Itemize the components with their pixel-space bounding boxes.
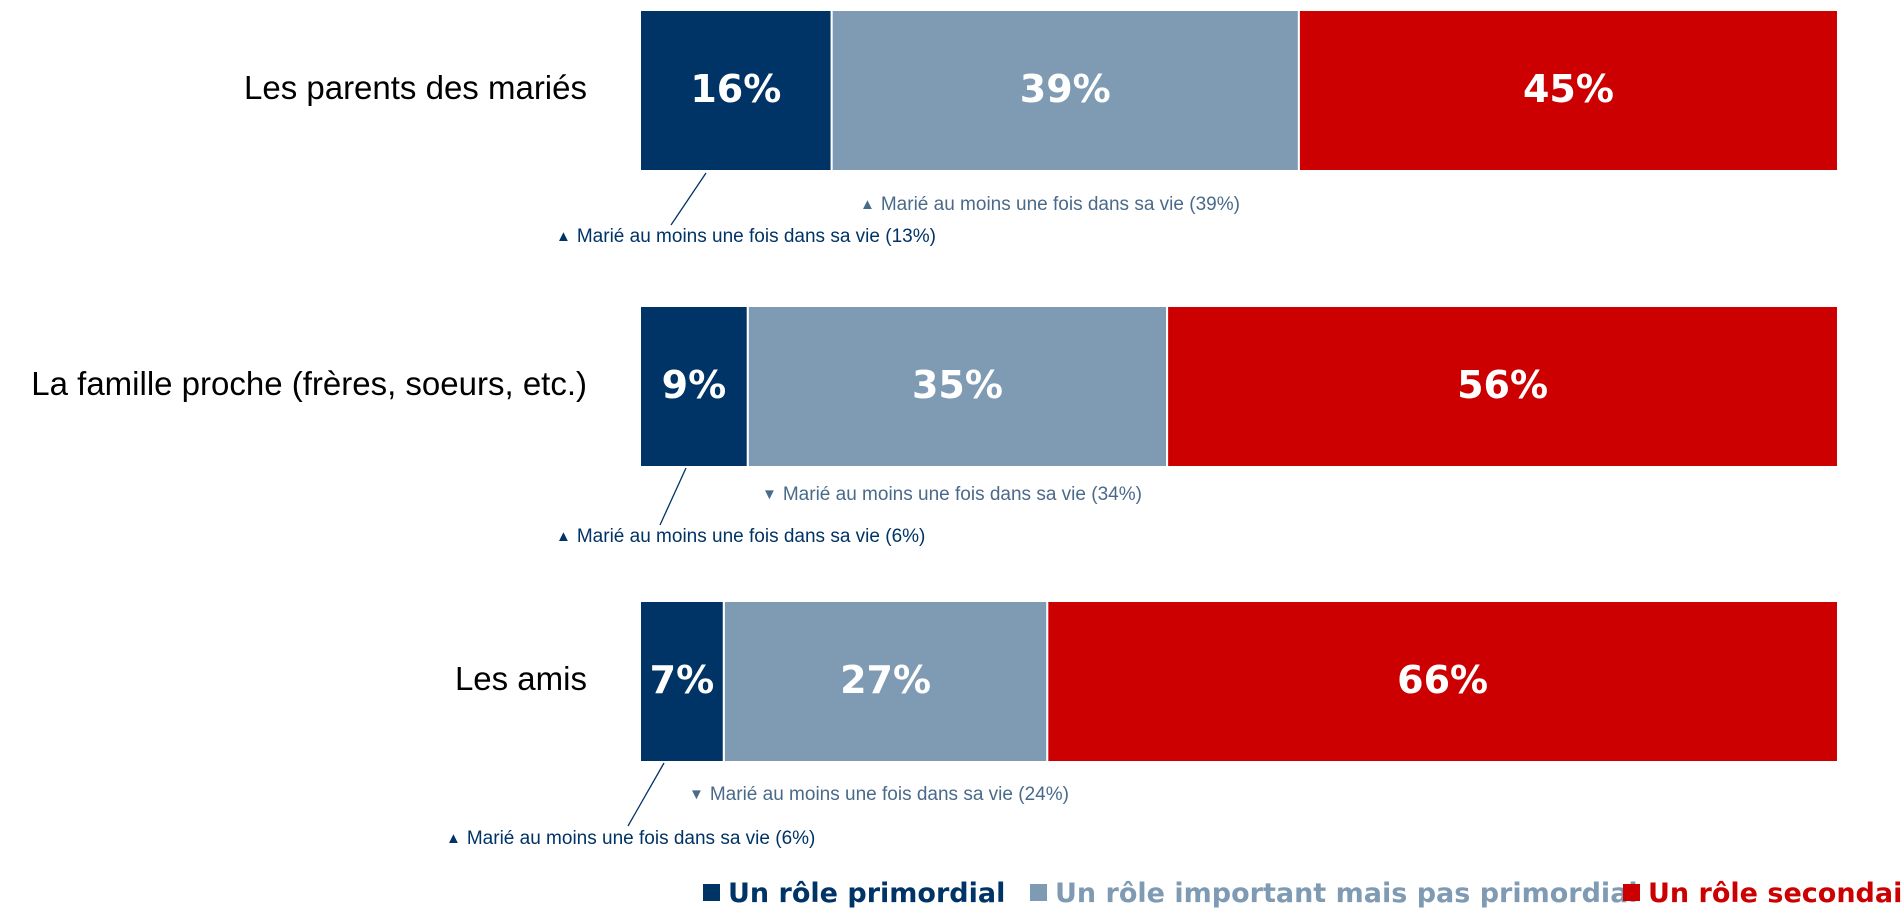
annotation-3: ▲ Marié au moins une fois dans sa vie (6%… — [556, 526, 925, 547]
annotation-text-2: Marié au moins une fois dans sa vie (34%… — [783, 484, 1142, 505]
triangle-down-icon: ▼ — [689, 786, 704, 803]
triangle-up-icon: ▲ — [556, 528, 571, 545]
annotation-1: ▲ Marié au moins une fois dans sa vie (13… — [556, 226, 936, 247]
triangle-up-icon: ▲ — [860, 196, 875, 213]
data-label-un-role-secondaire-0: 45% — [1523, 67, 1614, 111]
legend-label-un-role-primordial: Un rôle primordial — [728, 878, 1005, 909]
data-label-un-role-secondaire-1: 56% — [1457, 363, 1548, 407]
legend-label-un-role-important-mais-pas-primordial: Un rôle important mais pas primordial — [1055, 878, 1638, 909]
triangle-up-icon: ▲ — [446, 830, 461, 847]
data-label-un-role-primordial-1: 9% — [662, 363, 727, 407]
bar-un-role-important-mais-pas-primordial-2 — [722, 600, 1049, 763]
annotation-text-4: Marié au moins une fois dans sa vie (24%… — [710, 784, 1069, 805]
annotation-2: ▼ Marié au moins une fois dans sa vie (34… — [762, 484, 1142, 505]
category-label-2: Les amis — [455, 660, 587, 697]
bar-un-role-primordial-0 — [639, 9, 833, 172]
bar-un-role-secondaire-0 — [1297, 9, 1839, 172]
annotation-5: ▲ Marié au moins une fois dans sa vie (6%… — [446, 828, 815, 849]
legend-marker-un-role-primordial — [703, 884, 720, 901]
data-label-un-role-secondaire-2: 66% — [1397, 658, 1488, 702]
category-label-0: Les parents des mariés — [244, 69, 587, 106]
bar-un-role-important-mais-pas-primordial-0 — [830, 9, 1300, 172]
annotation-text-1: Marié au moins une fois dans sa vie (13%… — [577, 226, 936, 247]
bar-un-role-important-mais-pas-primordial-1 — [746, 305, 1169, 468]
data-label-un-role-primordial-0: 16% — [690, 67, 781, 111]
annotation-leader-line-1 — [670, 172, 707, 226]
triangle-down-icon: ▼ — [762, 486, 777, 503]
triangle-up-icon: ▲ — [556, 228, 571, 245]
annotation-0: ▲ Marié au moins une fois dans sa vie (39… — [860, 194, 1240, 215]
bar-un-role-primordial-1 — [639, 305, 749, 468]
annotation-leader-line-3 — [659, 467, 687, 526]
legend: Un rôle primordial Un rôle important mais… — [703, 878, 1903, 909]
annotation-text-0: Marié au moins une fois dans sa vie (39%… — [881, 194, 1240, 215]
category-label-1: La famille proche (frères, soeurs, etc.) — [31, 365, 587, 402]
legend-marker-un-role-secondaire — [1623, 884, 1640, 901]
bar-un-role-primordial-2 — [639, 600, 725, 763]
annotation-4: ▼ Marié au moins une fois dans sa vie (24… — [689, 784, 1069, 805]
legend-label-un-role-secondaire: Un rôle secondaire — [1648, 878, 1903, 909]
annotations-group: ▲ Marié au moins une fois dans sa vie (39… — [446, 172, 1240, 849]
data-label-un-role-important-mais-pas-primordial-0: 39% — [1020, 67, 1111, 111]
annotation-leader-line-5 — [627, 762, 665, 827]
annotation-text-5: Marié au moins une fois dans sa vie (6%) — [467, 828, 816, 849]
bar-un-role-secondaire-1 — [1166, 305, 1839, 468]
bar-un-role-secondaire-2 — [1046, 600, 1839, 763]
bars-group: 16% 39% 45% 9% 35% 56% 7% 27% 66% — [639, 9, 1839, 763]
legend-marker-un-role-important-mais-pas-primordial — [1030, 884, 1047, 901]
data-label-un-role-important-mais-pas-primordial-1: 35% — [912, 363, 1003, 407]
data-label-un-role-primordial-2: 7% — [650, 658, 715, 702]
category-labels-group: Les parents des mariés La famille proche … — [31, 69, 587, 697]
data-label-un-role-important-mais-pas-primordial-2: 27% — [840, 658, 931, 702]
annotation-text-3: Marié au moins une fois dans sa vie (6%) — [577, 526, 926, 547]
